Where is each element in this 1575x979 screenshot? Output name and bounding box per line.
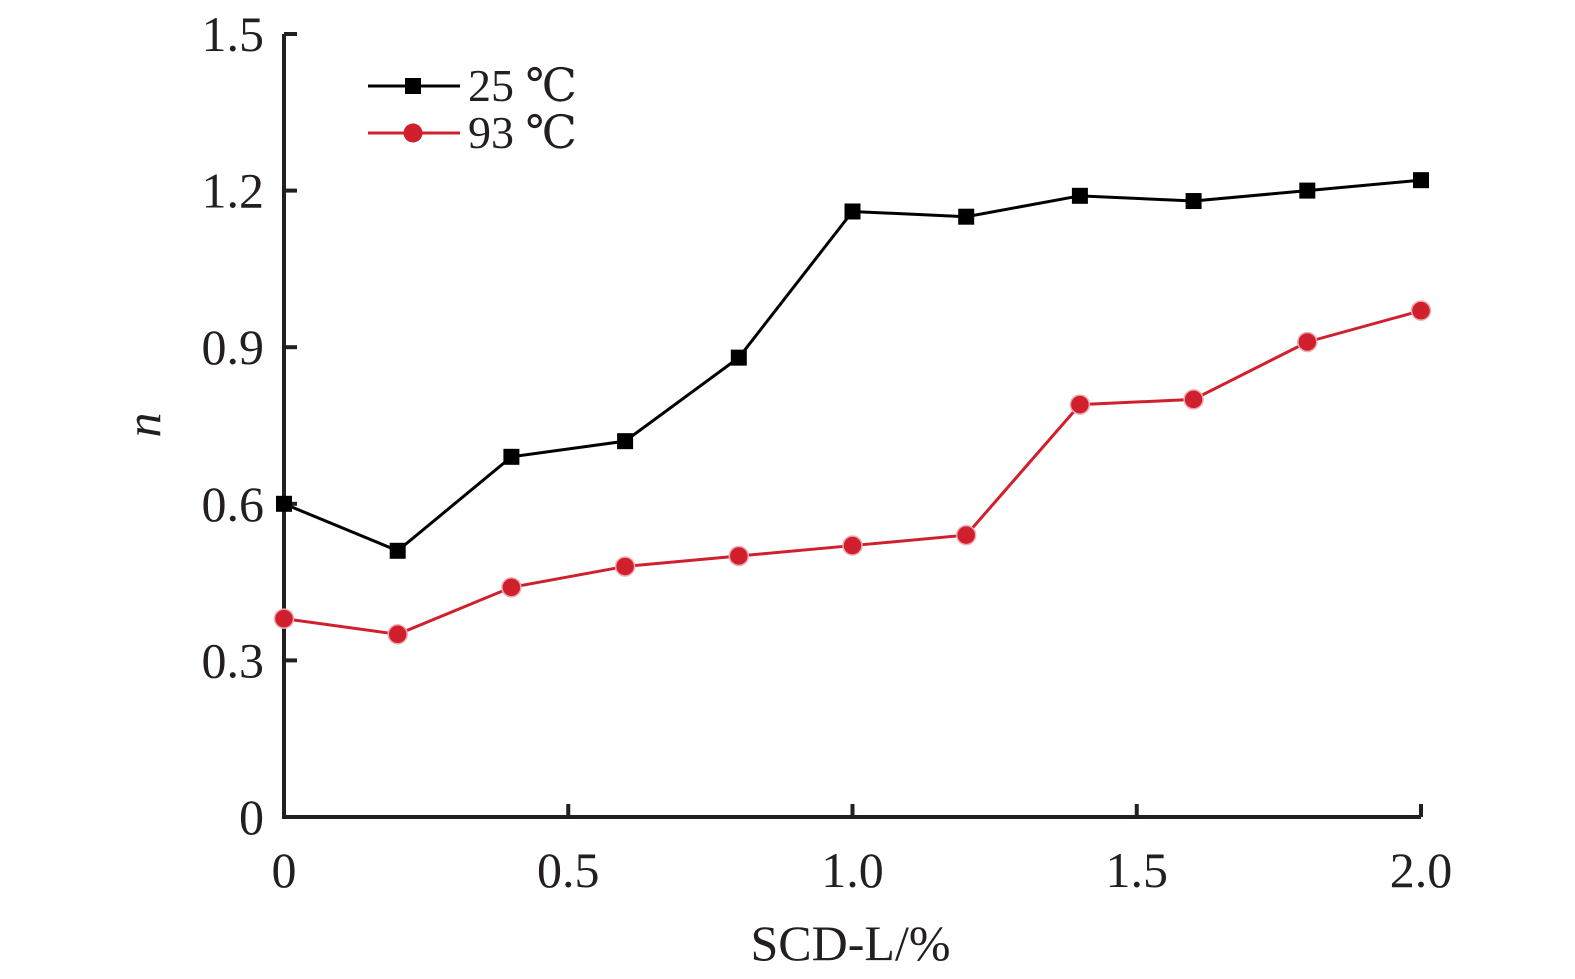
data-point-circle [1069, 394, 1091, 415]
data-point-square [276, 495, 292, 512]
data-point-circle [387, 624, 408, 645]
y-axis-ticks: 0 0.3 0.6 0.9 1.2 1.5 [202, 6, 297, 845]
legend-marker-square [405, 78, 421, 94]
data-point-circle [728, 545, 750, 567]
x-tick-label: 0 [272, 842, 297, 898]
data-point-square [389, 542, 406, 559]
legend-item: 93 ℃ [368, 107, 577, 158]
y-tick-label: 0.6 [202, 476, 265, 532]
data-point-square [1185, 193, 1202, 210]
y-tick-label: 0.3 [202, 632, 265, 688]
data-point-square [730, 349, 747, 366]
data-point-circle [614, 556, 636, 577]
series-layer [273, 172, 1432, 645]
legend-item: 25 ℃ [368, 60, 577, 111]
legend: 25 ℃93 ℃ [368, 60, 577, 158]
legend-label: 25 ℃ [468, 60, 577, 111]
data-point-square [1071, 187, 1088, 204]
series-1 [276, 172, 1429, 559]
y-tick-label: 1.2 [202, 163, 265, 219]
data-point-square [503, 448, 520, 465]
y-tick-label: 1.5 [202, 6, 265, 62]
x-axis-title: SCD-L/% [751, 915, 951, 971]
x-tick-label: 1.5 [1106, 842, 1169, 898]
data-point-circle [1410, 300, 1432, 321]
x-axis-ticks: 0 0.5 1.0 1.5 2.0 [272, 804, 1453, 898]
data-point-circle [1297, 331, 1318, 353]
data-point-square [958, 208, 975, 225]
legend-marker-circle [403, 123, 423, 143]
series-line [283, 309, 1422, 636]
x-tick-label: 2.0 [1390, 842, 1453, 898]
axes [282, 34, 1421, 819]
data-point-circle [842, 535, 863, 556]
data-point-circle [273, 608, 295, 629]
data-point-circle [955, 524, 977, 546]
data-point-square [844, 203, 861, 220]
y-axis-title: n [115, 413, 171, 438]
data-point-square [1413, 172, 1429, 189]
data-point-square [617, 433, 634, 450]
y-tick-label: 0 [239, 789, 264, 845]
data-point-circle [1183, 389, 1204, 410]
series-line [283, 178, 1422, 553]
legend-label: 93 ℃ [468, 107, 577, 158]
series-2 [273, 300, 1432, 645]
x-tick-label: 1.0 [821, 842, 884, 898]
y-tick-label: 0.9 [202, 319, 265, 375]
data-point-square [1299, 182, 1316, 199]
x-tick-label: 0.5 [537, 842, 600, 898]
data-point-circle [501, 577, 522, 598]
